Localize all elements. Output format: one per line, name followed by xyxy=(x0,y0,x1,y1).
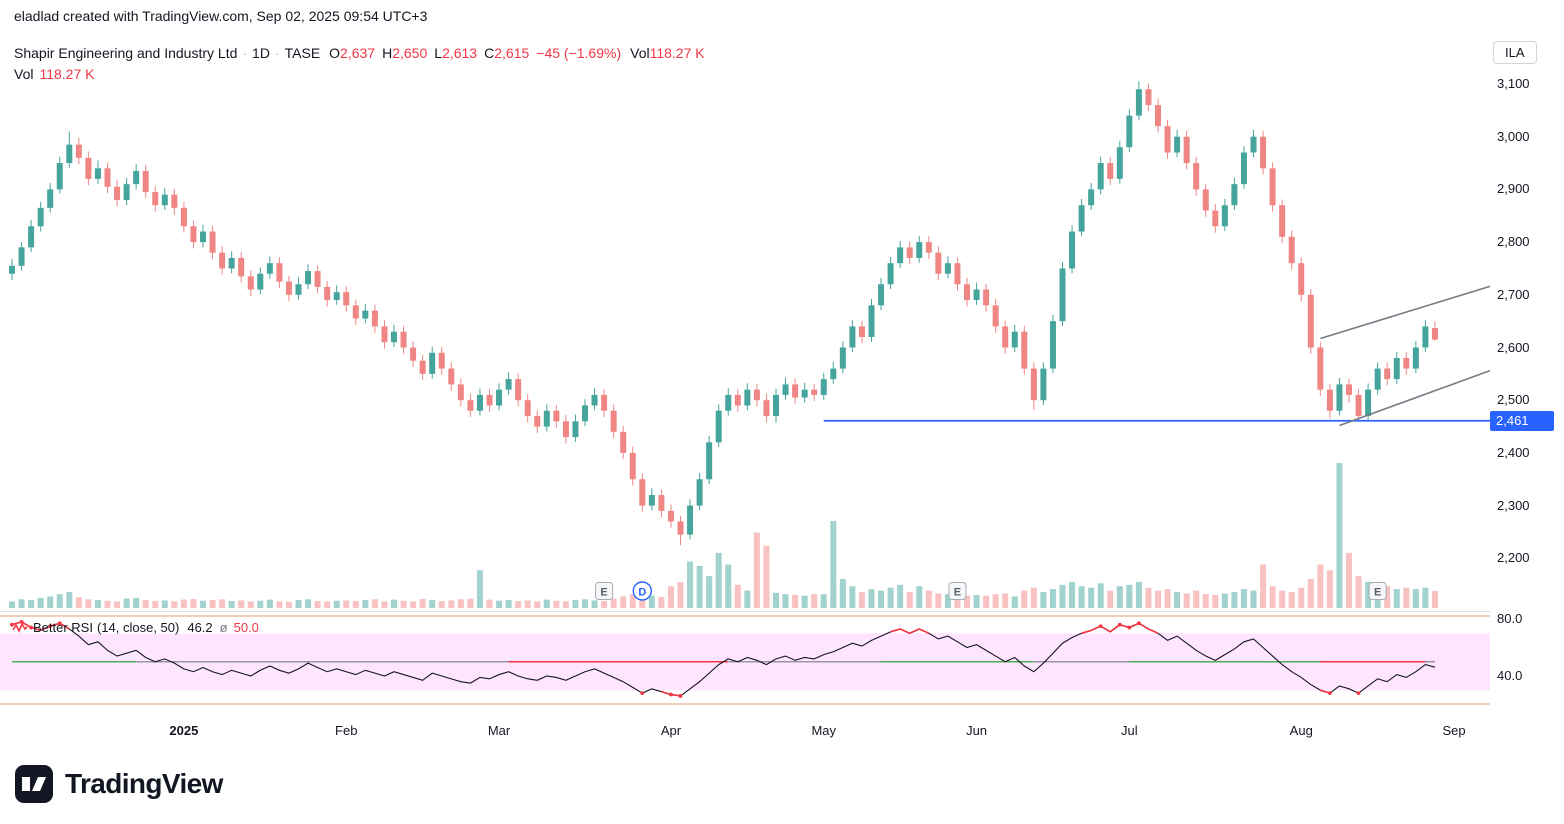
time-tick-jun: Jun xyxy=(966,723,988,738)
low-label: L xyxy=(434,45,443,61)
time-tick-apr: Apr xyxy=(660,723,682,738)
open-label: O xyxy=(329,45,341,61)
time-tick-aug: Aug xyxy=(1289,723,1313,738)
time-axis[interactable]: 2025 Feb Mar Apr May Jun Jul Aug Sep xyxy=(0,716,1490,748)
price-tick: 2,900 xyxy=(1497,181,1530,197)
close-label: C xyxy=(484,45,495,61)
high-label: H xyxy=(382,45,393,61)
rsi-value: 46.2 xyxy=(187,620,213,635)
rsi-line xyxy=(11,621,1436,697)
open-value: 2,637 xyxy=(340,45,376,61)
volume-indicator-value: 118.27 K xyxy=(39,66,95,82)
timeframe-label[interactable]: 1D xyxy=(252,45,270,61)
time-tick-may: May xyxy=(811,723,837,738)
rsi-average-value: 50.0 xyxy=(233,620,259,635)
rsi-average-symbol: ø xyxy=(219,620,228,635)
time-tick-2025: 2025 xyxy=(169,723,199,738)
volume-label: Vol xyxy=(630,45,650,61)
tradingview-logo-icon xyxy=(15,765,53,803)
svg-text:D: D xyxy=(638,587,646,599)
support-line-price-label: 2,461 xyxy=(1490,410,1554,431)
volume-series xyxy=(9,463,1438,608)
time-tick-feb: Feb xyxy=(335,723,358,738)
rsi-tick: 80.0 xyxy=(1497,611,1523,626)
time-tick-jul: Jul xyxy=(1121,723,1138,738)
attribution-text: eladlad created with TradingView.com, Se… xyxy=(14,8,428,24)
change-value: −45 (−1.69%) xyxy=(536,45,622,61)
price-axis[interactable]: ILA 3,100 3,000 2,900 2,800 2,700 2,600 2,500 2… xyxy=(1490,0,1564,760)
dividend-marker: D xyxy=(632,581,652,601)
symbol-row: Shapir Engineering and Industry Ltd · 1D… xyxy=(14,44,705,63)
separator: · xyxy=(274,45,280,61)
earnings-marker: E xyxy=(1368,582,1387,600)
candlestick-series xyxy=(9,81,1438,546)
svg-text:E: E xyxy=(600,587,607,599)
chart-legend: Shapir Engineering and Industry Ltd · 1D… xyxy=(14,44,705,84)
price-tick: 3,000 xyxy=(1497,128,1530,144)
low-value: 2,613 xyxy=(442,45,478,61)
price-tick: 2,400 xyxy=(1497,444,1530,460)
rsi-indicator-legend: Better RSI (14, close, 50) 46.2 ø 50.0 xyxy=(12,620,259,636)
price-tick: 2,700 xyxy=(1497,286,1530,302)
svg-text:E: E xyxy=(1374,587,1381,599)
symbol-title[interactable]: Shapir Engineering and Industry Ltd xyxy=(14,45,238,61)
rsi-tick: 40.0 xyxy=(1497,668,1523,683)
price-tick: 2,300 xyxy=(1497,497,1530,513)
earnings-marker: E xyxy=(948,582,967,600)
time-tick-sep: Sep xyxy=(1442,723,1466,738)
price-tick: 2,800 xyxy=(1497,234,1530,250)
tradingview-logo[interactable]: TradingView xyxy=(14,764,223,804)
separator: · xyxy=(242,45,248,61)
price-tick: 3,100 xyxy=(1497,76,1530,91)
rsi-params: (14, close, 50) xyxy=(96,620,180,635)
channel-line xyxy=(1320,282,1501,340)
tradingview-logo-text: TradingView xyxy=(65,768,223,799)
volume-row: Vol 118.27 K xyxy=(14,65,705,84)
channel-line xyxy=(1339,366,1501,427)
high-value: 2,650 xyxy=(392,45,428,61)
time-tick-mar: Mar xyxy=(487,723,511,738)
rsi-name[interactable]: Better RSI xyxy=(33,620,93,635)
svg-text:E: E xyxy=(954,587,961,599)
currency-toggle-button[interactable]: ILA xyxy=(1493,41,1537,64)
rsi-indicator-icon xyxy=(12,622,28,633)
price-tick: 2,600 xyxy=(1497,339,1530,355)
price-tick: 2,500 xyxy=(1497,392,1530,408)
exchange-label: TASE xyxy=(284,45,321,61)
earnings-marker: E xyxy=(595,582,614,600)
volume-indicator-label[interactable]: Vol xyxy=(14,66,34,82)
volume-value: 118.27 K xyxy=(649,45,705,61)
close-value: 2,615 xyxy=(494,45,530,61)
price-tick: 2,200 xyxy=(1497,550,1530,566)
